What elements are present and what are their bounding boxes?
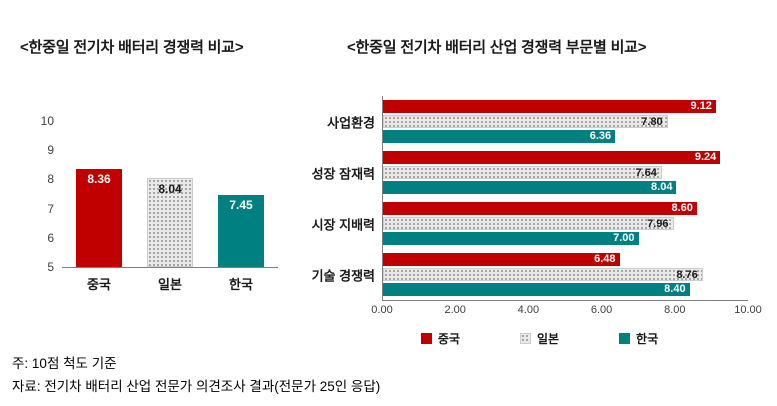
bar-japan: 8.04 — [147, 178, 193, 267]
left-plot-area: 5 6 7 8 9 10 8.36 8.04 7.45 — [41, 114, 278, 274]
bar-korea: 6.36 — [383, 130, 616, 143]
x-axis-tick-label: 4.00 — [517, 304, 540, 316]
category-label: 사업환경 — [327, 115, 375, 130]
x-axis-tick-label: 0.00 — [371, 304, 393, 316]
right-plot-area: 사업환경 9.12 7.80 6.36 성장 잠재력 9.24 7.64 8.04 시장 지배력… — [312, 96, 748, 301]
legend-swatch — [420, 333, 432, 344]
bar-value-label: 8.60 — [671, 202, 693, 214]
bar-value-label: 8.04 — [158, 182, 182, 197]
bar-value-label: 8.04 — [651, 181, 673, 193]
x-axis-tick-label: 6.00 — [590, 304, 613, 316]
right-chart-title: <한중일 전기차 배터리 산업 경쟁력 부문별 비교> — [347, 39, 647, 56]
bar-series: 8.36 8.04 7.45 — [62, 168, 278, 267]
bar-value-label: 6.48 — [594, 253, 616, 265]
legend-item-korea: 한국 — [619, 330, 658, 347]
bar-value-label: 6.36 — [589, 130, 612, 142]
bar-japan: 7.64 — [383, 166, 662, 179]
bar-group-1: 성장 잠재력 9.24 7.64 8.04 — [312, 151, 748, 194]
bar-korea: 7.45 — [218, 195, 264, 267]
y-axis-tick-label: 10 — [40, 114, 54, 128]
note-scale: 주: 10점 척도 기준 — [12, 356, 117, 371]
legend-label: 중국 — [437, 332, 460, 346]
y-axis-tick-label: 7 — [47, 201, 54, 216]
y-axis-tick-label: 8 — [47, 172, 54, 187]
legend-swatch — [519, 333, 531, 344]
legend-label: 일본 — [536, 332, 560, 346]
bar-china: 8.36 — [76, 168, 122, 267]
bar-japan: 7.96 — [383, 217, 674, 230]
bar-value-label: 7.96 — [647, 218, 669, 230]
y-axis-tick-label: 5 — [47, 260, 54, 274]
bar-value-label: 8.36 — [87, 171, 111, 186]
category-label: 기술 경쟁력 — [311, 268, 375, 283]
note-source: 자료: 전기차 배터리 산업 전문가 의견조사 결과(전문가 25인 응답) — [12, 379, 381, 394]
x-axis-tick-label: 10.00 — [734, 304, 762, 316]
legend-label: 한국 — [636, 332, 659, 346]
category-label: 한국 — [229, 277, 253, 292]
category-label: 중국 — [87, 277, 111, 292]
bar-group-2: 시장 지배력 8.60 7.96 7.00 — [312, 202, 748, 245]
legend-item-japan: 일본 — [519, 330, 560, 347]
bar-china: 9.12 — [383, 100, 716, 113]
left-chart-title: <한중일 전기차 배터리 경쟁력 비교> — [20, 39, 244, 56]
bar-korea: 7.00 — [383, 232, 639, 245]
footnotes: 주: 10점 척도 기준 자료: 전기차 배터리 산업 전문가 의견조사 결과(… — [12, 352, 380, 398]
y-axis-tick-label: 6 — [47, 230, 54, 245]
bar-value-label: 7.45 — [229, 198, 253, 213]
legend-item-china: 중국 — [420, 330, 460, 347]
bar-value-label: 8.76 — [676, 269, 698, 281]
bar-korea: 8.40 — [383, 283, 690, 296]
x-axis-tick-label: 8.00 — [664, 304, 686, 316]
bar-china: 8.60 — [383, 202, 697, 215]
x-axis-tick-label: 2.00 — [444, 304, 466, 316]
bar-value-label: 8.40 — [664, 283, 686, 295]
bar-group-0: 사업환경 9.12 7.80 6.36 — [327, 100, 748, 143]
bar-japan: 8.76 — [383, 268, 703, 281]
bar-japan: 7.80 — [383, 115, 668, 128]
legend-swatch — [619, 333, 631, 344]
bar-china: 6.48 — [383, 253, 620, 266]
right-chart-legend: 중국 일본 한국 — [312, 330, 767, 347]
y-axis-tick-label: 9 — [47, 143, 54, 158]
right-chart-plot: 사업환경 9.12 7.80 6.36 성장 잠재력 9.24 7.64 8.04 시장 지배력… — [312, 96, 767, 319]
category-label: 일본 — [158, 277, 182, 292]
left-chart-plot: 5 6 7 8 9 10 8.36 8.04 7.45 중국 일본 한국 — [28, 114, 288, 293]
category-label: 성장 잠재력 — [311, 166, 375, 181]
bar-value-label: 7.00 — [613, 232, 635, 244]
bar-value-label: 9.24 — [694, 151, 717, 163]
bar-value-label: 7.80 — [641, 116, 663, 128]
bar-value-label: 7.64 — [635, 167, 657, 179]
bar-china: 9.24 — [383, 151, 721, 164]
bar-group-3: 기술 경쟁력 6.48 8.76 8.40 — [312, 253, 748, 296]
category-axis: 중국 일본 한국 — [62, 274, 278, 293]
bar-value-label: 9.12 — [690, 100, 712, 112]
category-label: 시장 지배력 — [311, 217, 375, 232]
bar-korea: 8.04 — [383, 181, 677, 194]
x-axis: 0.00 2.00 4.00 6.00 8.00 10.00 — [371, 301, 761, 319]
